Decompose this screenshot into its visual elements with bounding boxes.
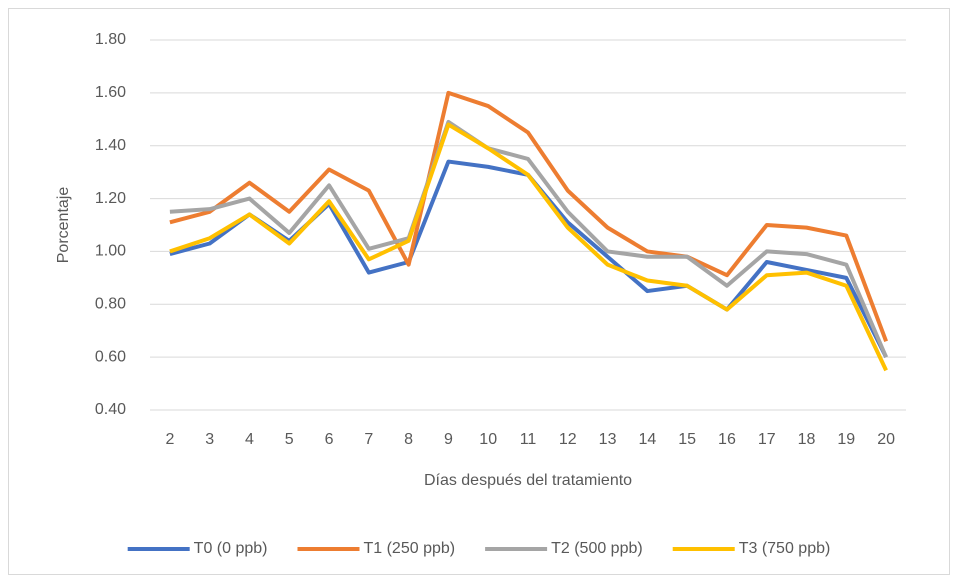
chart-frame: [8, 8, 950, 575]
x-tick-label: 19: [837, 431, 855, 448]
x-tick-label: 15: [678, 431, 696, 448]
x-tick-label: 2: [165, 431, 174, 448]
x-tick-label: 17: [758, 431, 776, 448]
y-axis-title: Porcentaje: [55, 187, 72, 264]
x-tick-label: 12: [559, 431, 577, 448]
y-tick-label: 0.60: [95, 348, 126, 365]
x-tick-label: 4: [245, 431, 254, 448]
legend-label: T0 (0 ppb): [194, 540, 268, 557]
x-tick-label: 10: [479, 431, 497, 448]
x-axis-title: Días después del tratamiento: [424, 472, 632, 489]
y-tick-label: 0.80: [95, 296, 126, 313]
x-tick-label: 6: [325, 431, 334, 448]
x-tick-label: 13: [599, 431, 617, 448]
legend-label: T3 (750 ppb): [739, 540, 831, 557]
x-tick-label: 8: [404, 431, 413, 448]
x-tick-label: 14: [638, 431, 656, 448]
y-tick-label: 1.40: [95, 137, 126, 154]
x-tick-label: 7: [364, 431, 373, 448]
x-tick-label: 9: [444, 431, 453, 448]
legend-label: T2 (500 ppb): [551, 540, 643, 557]
y-tick-label: 1.80: [95, 31, 126, 48]
series-line: [169, 119, 888, 358]
x-tick-label: 3: [205, 431, 214, 448]
x-tick-label: 11: [520, 431, 537, 448]
y-tick-label: 1.00: [95, 243, 126, 260]
y-tick-label: 0.40: [95, 401, 126, 418]
x-tick-label: 20: [877, 431, 895, 448]
x-tick-label: 18: [798, 431, 816, 448]
series-line: [169, 122, 888, 372]
x-tick-label: 5: [285, 431, 294, 448]
series-line: [169, 90, 888, 342]
legend-label: T1 (250 ppb): [363, 540, 455, 557]
y-tick-label: 1.60: [95, 84, 126, 101]
y-tick-label: 1.20: [95, 190, 126, 207]
x-tick-label: 16: [718, 431, 736, 448]
